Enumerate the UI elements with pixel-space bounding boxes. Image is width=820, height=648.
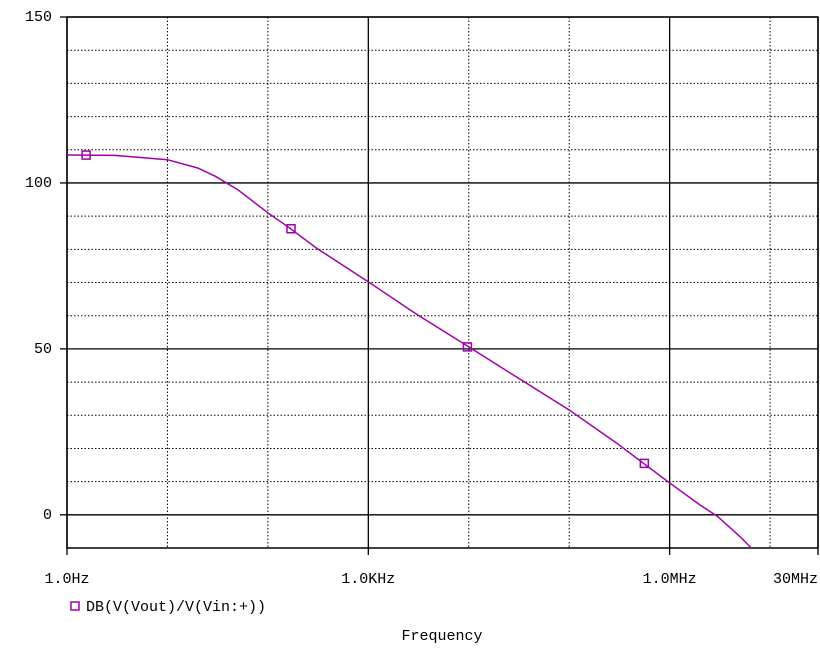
data-marker — [286, 223, 296, 234]
y-tick-label: 50 — [34, 341, 52, 358]
y-tick-label: 150 — [25, 9, 52, 26]
y-tick-label: 0 — [43, 507, 52, 524]
data-line — [66, 154, 752, 549]
x-axis-title: Frequency — [401, 628, 482, 645]
y-tick-label: 100 — [25, 175, 52, 192]
x-tick-label: 1.0Hz — [44, 571, 89, 588]
legend-marker — [70, 601, 80, 611]
data-marker — [81, 150, 91, 160]
data-marker — [639, 458, 650, 469]
x-tick-label: 1.0MHz — [643, 571, 697, 588]
legend-label: DB(V(Vout)/V(Vin:+)) — [86, 599, 266, 616]
x-tick-label: 1.0KHz — [341, 571, 395, 588]
x-tick-label: 30MHz — [773, 571, 818, 588]
data-marker — [462, 342, 473, 352]
